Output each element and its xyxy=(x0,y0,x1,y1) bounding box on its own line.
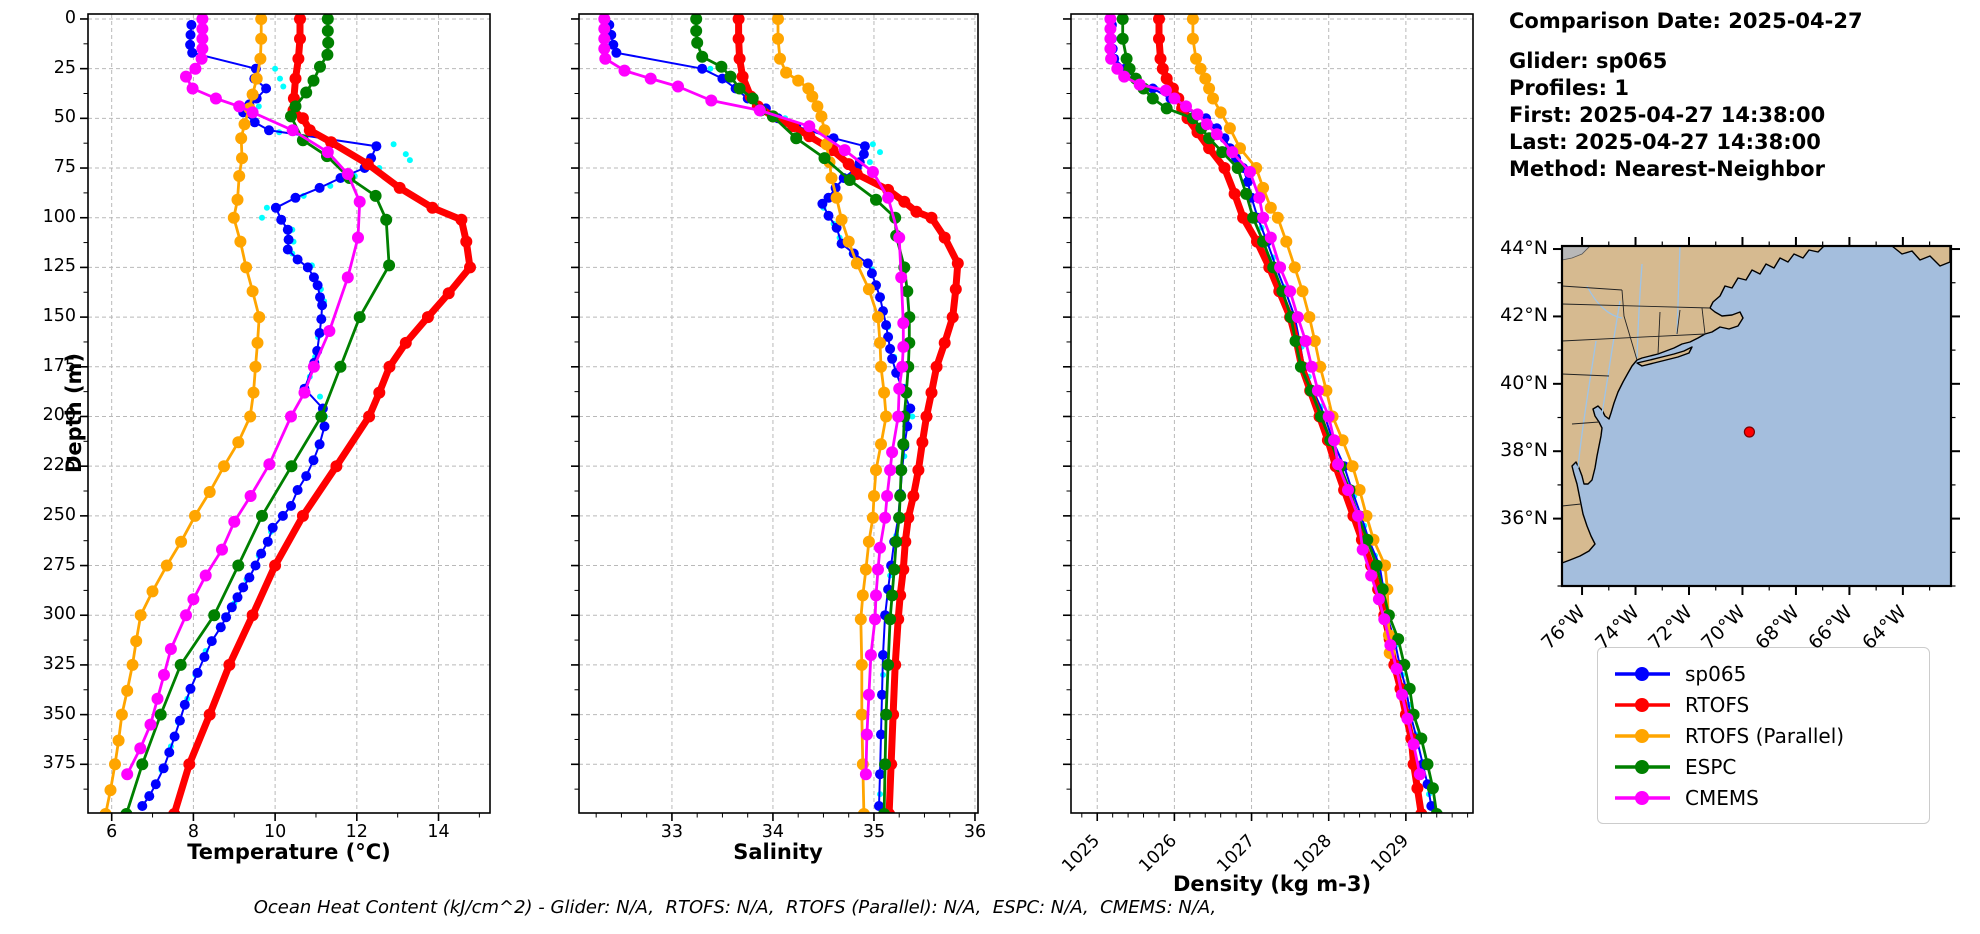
axis-ticks xyxy=(1063,18,1469,821)
comparison-info-panel: Comparison Date: 2025-04-27 Glider: sp06… xyxy=(1509,8,1863,183)
series-cmems xyxy=(121,14,366,781)
legend-item-sp065: sp065 xyxy=(1614,658,1929,689)
legend-line-sample xyxy=(1615,790,1670,805)
axis-ticks xyxy=(571,18,976,821)
legend-line-sample xyxy=(1615,728,1670,743)
legend-line-sample xyxy=(1615,666,1670,681)
density-axis-title: Density (kg m-3) xyxy=(1172,872,1372,896)
depth-tick-label: 250 xyxy=(42,504,76,525)
salinity-profile-plot xyxy=(571,13,979,821)
map-lat-label: 42°N xyxy=(1500,304,1548,327)
depth-tick-label: 200 xyxy=(42,405,76,426)
axis-ticks xyxy=(80,18,480,821)
comparison-date: Comparison Date: 2025-04-27 xyxy=(1509,9,1863,33)
depth-tick-label: 150 xyxy=(42,306,76,327)
legend-label: sp065 xyxy=(1685,661,1747,686)
depth-tick-label: 175 xyxy=(42,355,76,376)
profiles-count: Profiles: 1 xyxy=(1509,76,1630,100)
series-cmems xyxy=(598,14,910,781)
depth-tick-label: 325 xyxy=(42,653,76,674)
depth-tick-label: 350 xyxy=(42,703,76,724)
map-state-borders xyxy=(1561,285,1711,507)
series-espc xyxy=(690,14,916,813)
series-rtofs-parallel xyxy=(772,14,893,813)
legend-label: CMEMS xyxy=(1685,785,1759,810)
legend-line-sample xyxy=(1615,759,1670,774)
depth-tick-label: 75 xyxy=(53,157,76,178)
map-lat-label: 36°N xyxy=(1500,506,1548,529)
depth-tick-label: 25 xyxy=(53,57,76,78)
legend: sp065 RTOFS RTOFS (Parallel) ESPC CMEMS xyxy=(1597,647,1930,824)
legend-label: RTOFS xyxy=(1685,692,1750,717)
salinity-tick-label: 35 xyxy=(862,822,886,842)
density-tick-label: 1026 xyxy=(1135,830,1182,877)
series-cyan-scatter xyxy=(1125,65,1432,798)
density-tick-label: 1025 xyxy=(1058,830,1105,877)
legend-line-sample xyxy=(1615,697,1670,712)
method: Method: Nearest-Neighbor xyxy=(1509,157,1825,181)
depth-tick-label: 50 xyxy=(53,107,76,128)
gridlines xyxy=(1071,14,1473,813)
info-spacer xyxy=(1509,35,1863,48)
legend-label: RTOFS (Parallel) xyxy=(1685,723,1845,748)
temperature-axis-title: Temperature (°C) xyxy=(187,840,391,864)
map-lat-label: 44°N xyxy=(1500,237,1548,260)
gridlines xyxy=(579,14,978,813)
legend-item-rtofs-parallel: RTOFS (Parallel) xyxy=(1614,720,1929,751)
temperature-tick-label: 12 xyxy=(345,822,368,842)
density-profile-plot xyxy=(1063,13,1474,821)
series-cmems xyxy=(1104,14,1426,781)
location-map xyxy=(1553,237,1960,595)
temperature-profile-plot xyxy=(80,13,491,821)
gridlines xyxy=(88,14,490,813)
depth-tick-label: 275 xyxy=(42,554,76,575)
last-profile-time: Last: 2025-04-27 14:38:00 xyxy=(1509,130,1821,154)
series-sp065 xyxy=(137,19,382,811)
salinity-axis-title: Salinity xyxy=(733,840,823,864)
depth-tick-label: 300 xyxy=(42,604,76,625)
depth-tick-label: 100 xyxy=(42,206,76,227)
map-frame xyxy=(1560,244,1953,588)
temperature-tick-label: 10 xyxy=(263,822,287,842)
depth-tick-label: 375 xyxy=(42,753,76,774)
map-rivers xyxy=(1577,245,1681,469)
temperature-tick-label: 8 xyxy=(187,822,199,842)
glider-name: Glider: sp065 xyxy=(1509,49,1668,73)
legend-label: ESPC xyxy=(1685,754,1737,779)
depth-tick-label: 125 xyxy=(42,256,76,277)
map-lat-label: 40°N xyxy=(1500,371,1548,394)
series-sp065 xyxy=(1106,19,1437,811)
series-rtofs-parallel xyxy=(99,14,268,813)
salinity-tick-label: 33 xyxy=(660,822,684,842)
glider-position-marker xyxy=(1743,426,1755,438)
density-tick-label: 1029 xyxy=(1367,830,1413,877)
series-rtofs-parallel xyxy=(1186,14,1396,659)
depth-tick-label: 0 xyxy=(64,7,76,28)
salinity-tick-label: 36 xyxy=(963,822,987,842)
series-cyan-scatter xyxy=(145,65,413,798)
temperature-tick-label: 14 xyxy=(427,822,450,842)
legend-item-rtofs: RTOFS xyxy=(1614,689,1929,720)
temperature-tick-label: 6 xyxy=(106,822,118,842)
salinity-tick-label: 34 xyxy=(761,822,785,842)
map-ticks xyxy=(1553,237,1960,595)
legend-item-cmems: CMEMS xyxy=(1614,782,1929,813)
legend-item-espc: ESPC xyxy=(1614,751,1929,782)
first-profile-time: First: 2025-04-27 14:38:00 xyxy=(1509,103,1826,127)
ocean-heat-content-footnote: Ocean Heat Content (kJ/cm^2) - Glider: N… xyxy=(253,897,1217,918)
map-lat-label: 38°N xyxy=(1500,439,1548,462)
depth-tick-label: 225 xyxy=(42,455,76,476)
